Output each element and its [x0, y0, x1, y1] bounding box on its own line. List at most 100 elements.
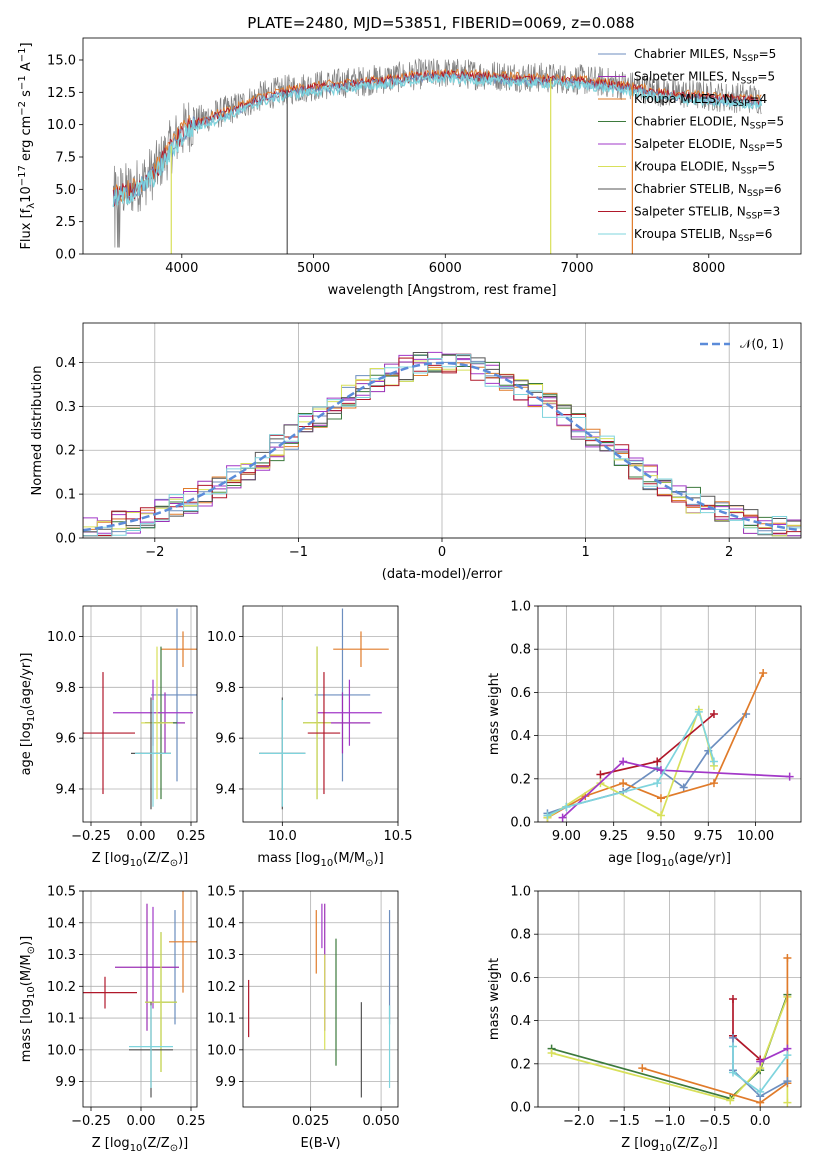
y-tick-label: 10.1 — [47, 1012, 76, 1027]
mass-weight-marker — [619, 779, 628, 788]
x-label-part: )] — [708, 1136, 718, 1151]
x-tick-label: −0.25 — [71, 829, 111, 844]
x-axis-label: Z [log10(Z/Z⊙)] — [92, 1136, 188, 1154]
x-tick-label: 0.25 — [177, 829, 206, 844]
y-tick-label: 5.0 — [55, 183, 76, 198]
x-label-part: (M/M — [333, 851, 365, 866]
mass-weight-marker — [679, 783, 688, 792]
y-tick-label: 10.0 — [47, 118, 76, 133]
y-tick-label: 9.9 — [215, 1075, 236, 1090]
y-tick-label: 0.1 — [55, 488, 76, 503]
y-tick-label: 12.5 — [47, 86, 76, 101]
mass-weight-marker — [783, 953, 792, 962]
x-tick-label: −0.25 — [71, 1114, 111, 1129]
x-tick-label: −0.5 — [699, 1114, 731, 1129]
y-label-part: A — [19, 62, 34, 75]
y-tick-label: 9.8 — [215, 681, 236, 696]
y-tick-label: 10.1 — [207, 1012, 236, 1027]
y-tick-label: 10.4 — [47, 916, 76, 931]
y-tick-label: 10.0 — [47, 630, 76, 645]
y-label-part: erg cm — [19, 116, 34, 165]
legend-name: Kroupa STELIB, N — [634, 227, 738, 241]
x-label-part: Z [log — [92, 851, 130, 866]
y-label-part: 10 — [19, 186, 34, 203]
legend-sub: SSP — [741, 167, 758, 177]
y-tick-label: 9.6 — [55, 732, 76, 747]
observed-spectrum-line — [112, 58, 762, 248]
model-spectrum-line — [112, 72, 763, 208]
y-tick-label: 9.6 — [215, 732, 236, 747]
y-label-part: mass [log — [19, 999, 34, 1062]
y-tick-label: 9.4 — [55, 782, 76, 797]
x-label-part: 10 — [130, 1143, 143, 1154]
x-label-part: (Z/Z — [142, 1136, 169, 1151]
x-label-part: 10 — [659, 1143, 672, 1154]
x-tick-label: −1.5 — [608, 1114, 640, 1129]
legend-count: =5 — [766, 115, 784, 129]
axes-frame — [82, 37, 802, 255]
age-vs-metallicity-panel: −0.25 0.00 0.259.49.69.810.0Z [log10(Z/Z⊙)… — [19, 605, 206, 869]
legend-entry: Chabrier ELODIE, NSSP=5 — [634, 115, 784, 132]
legend-entry: Kroupa MILES, NSSP=4 — [634, 92, 767, 109]
y-tick-label: 0.8 — [510, 928, 531, 943]
mass-weight-marker — [656, 794, 665, 803]
legend-name: Kroupa ELODIE, N — [634, 160, 741, 174]
mass-weight-marker — [728, 1068, 737, 1077]
y-tick-label: 15.0 — [47, 53, 76, 68]
axes-frame — [242, 605, 399, 823]
legend-sub: SSP — [742, 54, 759, 64]
legend-sub: SSP — [748, 144, 765, 154]
mass-weight-marker — [694, 707, 703, 716]
y-tick-label: 0.4 — [510, 1014, 531, 1029]
x-label-part: ⊙ — [699, 1143, 707, 1154]
legend-name: Salpeter STELIB, N — [634, 205, 746, 219]
y-tick-label: 10.3 — [207, 948, 236, 963]
x-label-part: 10 — [661, 858, 674, 869]
x-label-part: Z [log — [92, 1136, 130, 1151]
y-axis-label: age [log10(age/yr)] — [19, 653, 37, 776]
y-label-part: −1 — [17, 75, 28, 90]
age-vs-mass-panel: 10.0 10.5 9.4 9.6 9.8 10.0 mass [log10(M/M⊙)] — [207, 605, 412, 869]
x-tick-label: −2.0 — [563, 1114, 595, 1129]
y-label-part: Flux [f — [19, 208, 34, 249]
legend-name: Chabrier MILES, N — [634, 47, 742, 61]
x-axis-label: Z [log10(Z/Z⊙)] — [92, 851, 188, 869]
mass-weight-vs-metallicity-panel: −2.0 −1.5 −1.0 −0.5 0.0 0.0 0.2 0.4 0.6 0.8 1.0 Z [… — [487, 885, 802, 1154]
y-tick-label: 1.0 — [510, 885, 531, 900]
errorbar-group — [259, 608, 389, 810]
mass-weight-marker — [728, 1033, 737, 1042]
mass-weight-marker — [562, 802, 571, 811]
legend-sub: SSP — [746, 212, 763, 222]
y-tick-label: 0.8 — [510, 643, 531, 658]
x-tick-label: 9.00 — [552, 829, 581, 844]
y-label-part: (M/M — [19, 954, 34, 986]
y-tick-label: 0.0 — [55, 248, 76, 263]
y-tick-label: 10.5 — [47, 885, 76, 900]
x-label-part: mass [log — [257, 851, 320, 866]
y-tick-label: 10.4 — [207, 916, 236, 931]
y-axis-label: mass weight — [487, 958, 502, 1040]
y-tick-label: 0.4 — [510, 729, 531, 744]
mass-weight-marker — [756, 1087, 765, 1096]
y-tick-label: 10.0 — [207, 630, 236, 645]
legend-count: =6 — [755, 227, 773, 241]
legend-entry: Chabrier STELIB, NSSP=6 — [634, 182, 782, 199]
axes-frame — [537, 605, 802, 823]
y-axis-label: mass weight — [487, 673, 502, 755]
y-label-part: s — [19, 90, 34, 101]
mass-vs-metallicity-panel: −0.25 0.00 0.25 9.9 10.0 10.1 10.2 10.3 10.4 10.5… — [19, 885, 205, 1155]
y-tick-label: 10.2 — [207, 980, 236, 995]
y-tick-label: 0.2 — [510, 1057, 531, 1072]
y-tick-label: 0.0 — [510, 1101, 531, 1116]
y-tick-label: 10.5 — [207, 885, 236, 900]
x-tick-label: 0.025 — [292, 1114, 329, 1129]
x-label-part: ⊙ — [365, 858, 373, 869]
axes-frame — [82, 605, 198, 823]
x-axis-label: Z [log10(Z/Z⊙)] — [621, 1136, 717, 1154]
y-tick-label: 0.0 — [510, 816, 531, 831]
x-tick-label: 0.050 — [362, 1114, 399, 1129]
x-label-part: (Z/Z — [672, 1136, 699, 1151]
y-tick-label: 2.5 — [55, 215, 76, 230]
mass-weight-marker — [783, 1051, 792, 1060]
mass-weight-marker — [656, 766, 665, 775]
